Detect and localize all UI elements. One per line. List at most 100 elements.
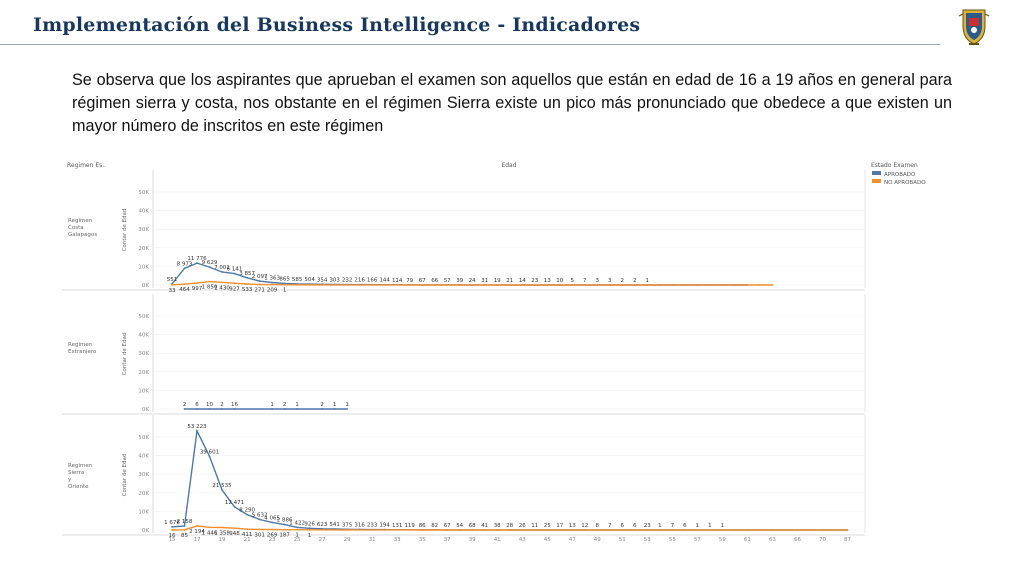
data-point-0-1-18	[396, 284, 399, 286]
data-point-0-1-14	[346, 284, 348, 286]
data-label-2-0-36: 6	[621, 523, 625, 529]
data-point-0-1-1	[183, 283, 186, 285]
data-label-0-0-2: 11 776	[187, 256, 207, 262]
data-point-0-1-22	[446, 284, 449, 286]
y-tick-label-2-0: 0K	[142, 528, 149, 534]
y-tick-label-1-1: 10K	[138, 388, 149, 394]
data-label-2-0-34: 8	[596, 523, 600, 529]
data-point-2-1-17	[383, 529, 386, 531]
data-point-2-1-48	[796, 529, 799, 531]
data-label-2-0-9: 2 886	[277, 518, 293, 524]
data-point-1-0-7	[296, 408, 298, 410]
data-point-2-0-10	[296, 526, 298, 529]
data-label-0-0-22: 57	[444, 278, 451, 284]
data-point-0-1-35	[608, 284, 611, 286]
y-tick-label-0-4: 40K	[138, 209, 149, 215]
data-label-1-0-8: 2	[320, 402, 324, 408]
data-point-0-1-12	[321, 284, 323, 286]
data-label-2-0-42: 1	[696, 523, 700, 529]
x-tick-label-16: 47	[569, 537, 576, 543]
data-point-0-1-36	[621, 284, 624, 286]
x-tick-label-21: 57	[694, 537, 701, 543]
y-tick-label-0-1: 10K	[138, 264, 149, 270]
data-point-2-1-18	[396, 529, 399, 531]
data-point-0-1-34	[596, 284, 599, 286]
data-point-1-0-6	[283, 408, 286, 410]
data-point-2-1-29	[533, 529, 536, 531]
data-label-2-0-31: 17	[556, 523, 563, 529]
data-label-1-0-10: 1	[345, 402, 349, 408]
data-point-0-1-11	[308, 283, 311, 286]
data-point-2-1-45	[734, 529, 736, 531]
legend-swatch-0	[872, 171, 881, 175]
data-point-0-0-3	[208, 266, 211, 268]
y-tick-label-1-2: 20K	[138, 370, 149, 376]
data-point-2-0-4	[221, 489, 223, 491]
data-label-2-0-38: 23	[644, 523, 651, 529]
data-label-2-1-11: 1	[308, 533, 312, 539]
row-header: Regimen Es..	[67, 162, 106, 169]
data-point-2-1-40	[671, 529, 674, 531]
data-label-2-0-24: 68	[469, 523, 476, 529]
data-point-0-0-6	[246, 276, 249, 279]
data-label-2-0-28: 26	[519, 523, 526, 529]
data-label-0-0-27: 21	[506, 278, 513, 284]
data-point-0-1-28	[521, 284, 524, 286]
data-label-2-0-22: 67	[444, 523, 451, 529]
data-label-2-0-25: 41	[481, 523, 488, 529]
panel-label-0-0: Regimen	[68, 218, 93, 224]
y-axis-title-0: Contar de Edad	[122, 209, 128, 252]
data-label-0-0-17: 144	[379, 278, 390, 284]
data-point-2-0-9	[283, 523, 286, 526]
data-label-2-0-1: 2 158	[177, 519, 193, 525]
data-label-0-1-5: 927	[229, 286, 240, 292]
data-label-0-0-24: 24	[469, 278, 476, 284]
data-point-2-1-50	[846, 529, 849, 531]
y-tick-label-1-3: 30K	[138, 351, 149, 357]
x-tick-label-3: 21	[244, 537, 251, 543]
data-label-2-0-3: 39 601	[200, 449, 219, 455]
data-label-1-0-9: 1	[333, 402, 337, 408]
y-tick-label-1-0: 0K	[142, 407, 149, 413]
data-point-1-0-10	[346, 408, 348, 410]
data-label-2-0-8: 4 065	[264, 515, 280, 521]
x-tick-label-24: 63	[769, 537, 776, 543]
x-tick-label-26: 70	[819, 537, 826, 543]
data-point-0-1-38	[646, 284, 649, 286]
x-tick-label-13: 41	[494, 537, 501, 543]
data-label-0-0-21: 66	[431, 278, 438, 284]
data-point-2-1-11	[308, 528, 311, 531]
x-tick-label-27: 87	[844, 537, 851, 543]
data-label-0-0-33: 7	[583, 278, 587, 284]
panel-label-0-2: Galapagos	[68, 232, 97, 238]
data-label-0-1-1: 464	[179, 287, 190, 293]
data-point-0-1-27	[508, 284, 511, 286]
x-tick-label-14: 43	[519, 537, 526, 543]
data-label-2-0-20: 86	[419, 523, 426, 529]
data-label-0-0-35: 3	[608, 278, 612, 284]
y-axis-title-1: Contar de Edad	[122, 333, 128, 376]
data-point-2-1-13	[333, 529, 336, 531]
data-label-2-0-37: 6	[633, 523, 637, 529]
data-label-2-1-8: 269	[267, 533, 278, 539]
x-tick-label-11: 37	[444, 537, 451, 543]
data-label-2-0-26: 38	[494, 523, 501, 529]
slide-title: Implementación del Business Intelligence…	[33, 14, 641, 36]
data-label-2-0-32: 13	[569, 523, 576, 529]
data-point-0-1-37	[633, 284, 636, 286]
x-tick-label-22: 59	[719, 537, 726, 543]
y-tick-label-1-4: 40K	[138, 333, 149, 339]
data-label-2-0-27: 28	[506, 523, 513, 529]
data-label-2-0-29: 11	[531, 523, 538, 529]
data-label-0-0-20: 67	[419, 278, 426, 284]
data-point-2-1-10	[296, 528, 298, 531]
data-label-0-0-31: 10	[556, 278, 563, 284]
data-point-0-1-4	[221, 281, 223, 284]
data-label-0-1-4: 1 430	[214, 285, 230, 291]
data-point-0-1-40	[671, 284, 674, 286]
panel-label-0-1: Costa	[68, 225, 84, 231]
panel-label-1-0: Regimen	[68, 342, 93, 348]
x-tick-label-1: 17	[194, 537, 201, 543]
data-point-2-1-47	[771, 529, 774, 531]
data-label-0-0-9: 865	[279, 276, 290, 282]
